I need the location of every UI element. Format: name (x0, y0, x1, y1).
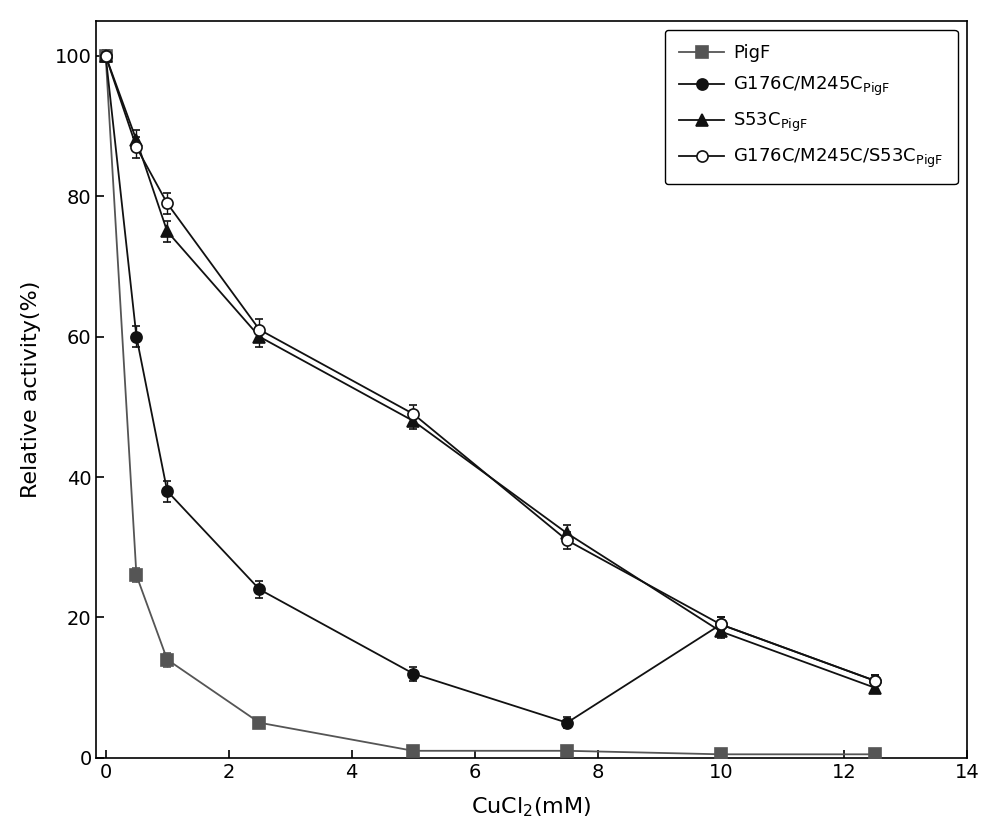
Legend: PigF, G176C/M245C$_\mathregular{PigF}$, S53C$_\mathregular{PigF}$, G176C/M245C/S: PigF, G176C/M245C$_\mathregular{PigF}$, … (665, 30, 958, 184)
Y-axis label: Relative activity(%): Relative activity(%) (21, 281, 41, 498)
X-axis label: CuCl$_\mathregular{2}$(mM): CuCl$_\mathregular{2}$(mM) (471, 795, 592, 819)
